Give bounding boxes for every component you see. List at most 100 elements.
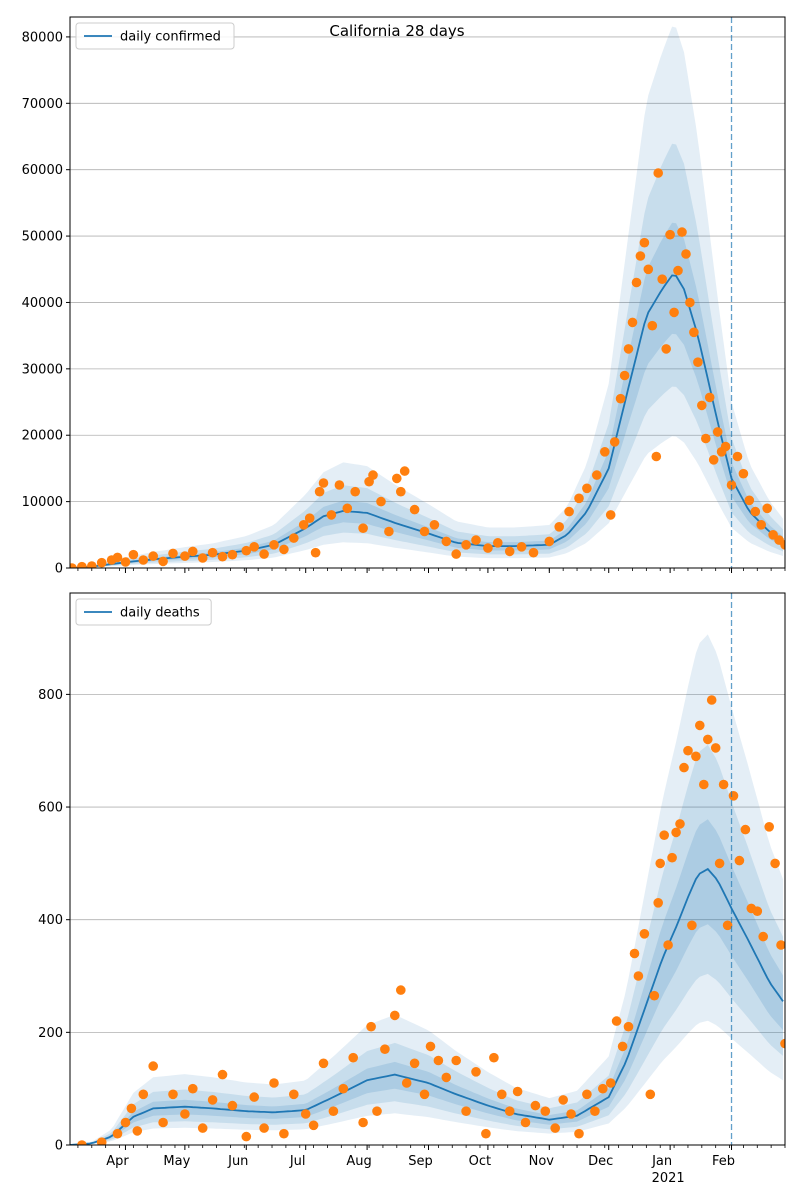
data-point xyxy=(279,1128,289,1139)
data-point xyxy=(338,1083,349,1094)
data-point xyxy=(750,506,761,517)
data-point xyxy=(718,779,729,790)
data-point xyxy=(708,455,719,465)
x-tick-label: Jan xyxy=(651,1154,672,1169)
data-point xyxy=(217,1069,228,1080)
data-point xyxy=(673,265,683,276)
data-point xyxy=(132,1126,143,1136)
data-point xyxy=(207,1095,218,1105)
data-point xyxy=(756,520,766,530)
data-point xyxy=(627,317,638,328)
uncertainty-band-1 xyxy=(70,143,783,568)
data-point xyxy=(689,327,699,338)
data-point xyxy=(409,1058,420,1069)
data-point xyxy=(409,504,420,515)
data-point xyxy=(623,1021,634,1032)
data-point xyxy=(655,858,665,869)
data-point xyxy=(685,297,695,308)
data-point xyxy=(653,898,663,908)
axes-frame xyxy=(69,592,786,1146)
data-point xyxy=(617,1041,628,1052)
data-point xyxy=(314,486,325,497)
data-point xyxy=(550,1123,560,1133)
data-point xyxy=(310,547,321,558)
data-point xyxy=(318,1058,329,1069)
data-point xyxy=(168,1089,178,1100)
data-point xyxy=(762,503,772,514)
data-point xyxy=(87,561,97,568)
data-point xyxy=(544,536,555,547)
y-tick-label: 80000 xyxy=(22,30,63,45)
data-point xyxy=(269,540,279,550)
data-point xyxy=(592,470,602,480)
data-point xyxy=(703,734,713,745)
data-point xyxy=(433,1055,444,1066)
x-year-label: 2021 xyxy=(652,1171,685,1186)
data-point xyxy=(574,493,584,504)
x-tick-label: Dec xyxy=(588,1154,613,1169)
y-tick-label: 20000 xyxy=(22,429,63,444)
data-point xyxy=(512,1086,523,1097)
data-point xyxy=(289,533,299,543)
y-tick-label: 30000 xyxy=(22,362,63,377)
y-tick-label: 60000 xyxy=(22,163,63,178)
data-point xyxy=(180,551,190,561)
legend-box xyxy=(75,598,212,626)
data-point xyxy=(752,906,763,916)
data-point xyxy=(681,249,691,259)
data-point xyxy=(504,546,515,557)
data-point xyxy=(241,1131,252,1142)
data-point xyxy=(138,555,149,565)
data-point xyxy=(425,1041,436,1052)
legend: daily deaths xyxy=(75,598,212,626)
data-point xyxy=(96,1137,107,1145)
data-point xyxy=(574,1128,584,1139)
data-point xyxy=(70,563,77,568)
axes-frame xyxy=(69,16,786,569)
data-point xyxy=(227,549,238,560)
data-point xyxy=(96,557,107,568)
series-line-daily-deaths xyxy=(70,867,784,1145)
data-point xyxy=(197,1123,208,1133)
data-point xyxy=(384,526,394,537)
data-point xyxy=(683,745,693,756)
x-tick-label: Aug xyxy=(346,1154,371,1169)
data-point xyxy=(126,1103,137,1114)
data-point xyxy=(639,237,650,248)
data-point xyxy=(699,779,709,790)
data-point xyxy=(207,547,218,558)
x-tick-label: Apr xyxy=(106,1154,129,1169)
data-point xyxy=(631,277,642,288)
data-point xyxy=(722,920,733,931)
data-point xyxy=(300,1109,311,1119)
data-point xyxy=(649,990,660,1001)
data-point xyxy=(241,545,252,556)
data-point xyxy=(419,526,430,537)
data-point xyxy=(334,480,345,490)
data-point xyxy=(657,274,667,285)
data-point xyxy=(328,1106,339,1116)
data-point xyxy=(77,561,87,568)
data-point xyxy=(643,264,654,275)
data-point xyxy=(112,552,123,563)
y-tick-label: 50000 xyxy=(22,230,63,245)
data-point xyxy=(376,496,386,507)
data-point xyxy=(148,551,158,561)
data-point xyxy=(720,441,731,452)
data-point xyxy=(259,1123,269,1133)
data-point xyxy=(659,830,669,840)
data-point xyxy=(461,540,471,550)
data-point xyxy=(471,535,481,545)
data-point xyxy=(304,513,315,523)
data-point xyxy=(714,858,725,869)
data-point xyxy=(308,1120,319,1131)
data-point xyxy=(600,447,610,457)
data-point xyxy=(227,1100,238,1111)
data-point xyxy=(564,506,574,517)
data-point xyxy=(605,1078,616,1088)
data-point xyxy=(598,1083,608,1094)
data-point xyxy=(493,538,503,548)
x-tick-label: Jul xyxy=(289,1154,306,1169)
data-point xyxy=(326,510,337,520)
uncertainty-band-0 xyxy=(70,26,783,568)
